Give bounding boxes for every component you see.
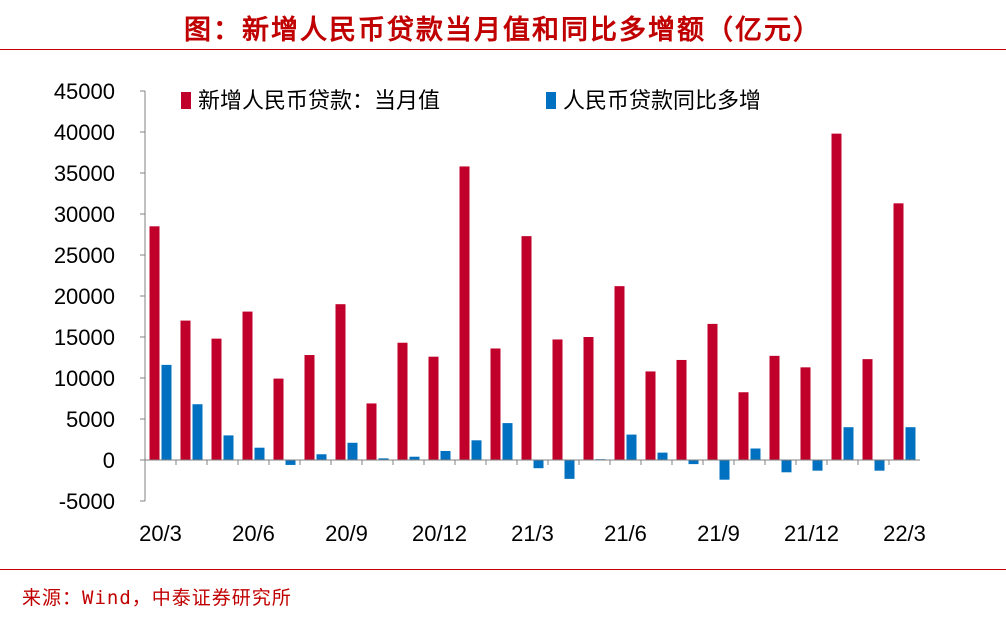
bar-21-4-yoy <box>564 460 575 479</box>
bar-20-8-monthly <box>304 355 315 460</box>
bar-20-9-monthly <box>335 304 346 460</box>
bar-20-6-monthly <box>242 311 253 460</box>
x-axis: 20/3 20/6 20/9 20/12 21/3 21/6 21/9 21/12 22/3 <box>139 459 926 546</box>
x-tick-label: 22/3 <box>883 521 926 546</box>
bar-20-4-yoy <box>192 404 203 460</box>
bar-21-11-yoy <box>781 460 792 473</box>
x-tick-label: 21/3 <box>511 521 554 546</box>
bar-20-3-yoy <box>161 364 172 460</box>
y-tick-label: 15000 <box>54 325 115 350</box>
y-tick-label: 10000 <box>54 366 115 391</box>
bar-21-10-monthly <box>738 392 749 460</box>
bar-21-1-yoy <box>471 440 482 460</box>
bar-20-11-yoy <box>409 456 420 460</box>
bar-20-5-monthly <box>211 338 222 460</box>
bar-20-7-yoy <box>285 460 296 465</box>
y-tick-label: 45000 <box>54 79 115 104</box>
y-tick-label: 0 <box>103 448 115 473</box>
legend-label-monthly: 新增人民币贷款：当月值 <box>198 89 440 114</box>
bar-21-3-monthly <box>521 236 532 460</box>
x-tick-label: 20/6 <box>232 521 275 546</box>
bar-21-5-monthly <box>583 337 594 460</box>
bar-21-7-monthly <box>645 371 656 460</box>
bar-20-3-monthly <box>149 226 160 460</box>
bar-22-1-yoy <box>843 427 854 460</box>
bar-20-4-monthly <box>180 320 191 460</box>
bar-21-8-yoy <box>688 460 699 465</box>
bar-22-3-monthly <box>893 203 904 460</box>
y-tick-label: 25000 <box>54 243 115 268</box>
bar-21-9-yoy <box>719 460 730 480</box>
y-tick-label: 20000 <box>54 284 115 309</box>
bar-21-10-yoy <box>750 448 761 460</box>
x-tick-label: 20/12 <box>412 521 467 546</box>
bar-20-11-monthly <box>397 342 408 460</box>
source-divider <box>0 569 1006 570</box>
y-tick-label: -5000 <box>59 489 115 514</box>
bars-group <box>149 133 916 480</box>
y-tick-label: 40000 <box>54 120 115 145</box>
y-tick-label: 5000 <box>66 407 115 432</box>
bar-22-2-yoy <box>874 460 885 471</box>
legend-swatch-monthly <box>181 92 191 109</box>
bar-20-7-monthly <box>273 378 284 460</box>
bar-22-1-monthly <box>831 133 842 460</box>
y-tick-label: 35000 <box>54 161 115 186</box>
y-axis: -5000 0 5000 10000 15000 20000 25000 30000 35000… <box>54 79 146 514</box>
x-tick-label: 21/9 <box>697 521 740 546</box>
bar-21-6-yoy <box>626 434 637 460</box>
bar-21-7-yoy <box>657 452 668 460</box>
bar-20-6-yoy <box>254 447 265 460</box>
y-tick-label: 30000 <box>54 202 115 227</box>
bar-20-10-monthly <box>366 403 377 460</box>
bar-20-12-monthly <box>428 356 439 460</box>
bar-21-4-monthly <box>552 339 563 460</box>
bar-20-8-yoy <box>316 454 327 460</box>
source-note: 来源：Wind，中泰证券研究所 <box>22 587 292 609</box>
bar-21-2-yoy <box>502 423 513 460</box>
bar-21-2-monthly <box>490 348 501 460</box>
bar-21-9-monthly <box>707 323 718 460</box>
bar-20-12-yoy <box>440 450 451 460</box>
legend-label-yoy: 人民币贷款同比多增 <box>563 89 761 114</box>
bar-22-2-monthly <box>862 359 873 460</box>
bar-21-3-yoy <box>533 460 544 469</box>
bar-21-6-monthly <box>614 286 625 460</box>
legend: 新增人民币贷款：当月值 人民币贷款同比多增 <box>181 89 761 114</box>
bar-21-12-monthly <box>800 367 811 460</box>
bar-20-10-yoy <box>378 458 389 460</box>
bar-21-8-monthly <box>676 359 687 460</box>
bar-21-11-monthly <box>769 355 780 460</box>
title-divider <box>0 49 1006 50</box>
bar-21-12-yoy <box>812 460 823 471</box>
x-tick-label: 21/6 <box>604 521 647 546</box>
x-tick-label: 20/9 <box>325 521 368 546</box>
x-tick-label: 20/3 <box>139 521 182 546</box>
bar-20-5-yoy <box>223 435 234 460</box>
bar-22-3-yoy <box>905 427 916 460</box>
bar-20-9-yoy <box>347 442 358 460</box>
x-tick-label: 21/12 <box>784 521 839 546</box>
chart-title: 图：新增人民币贷款当月值和同比多增额（亿元） <box>184 15 822 46</box>
legend-swatch-yoy <box>546 92 556 109</box>
bar-21-1-monthly <box>459 166 470 460</box>
